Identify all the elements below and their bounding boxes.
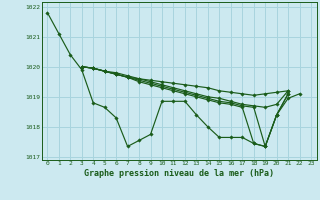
- X-axis label: Graphe pression niveau de la mer (hPa): Graphe pression niveau de la mer (hPa): [84, 169, 274, 178]
